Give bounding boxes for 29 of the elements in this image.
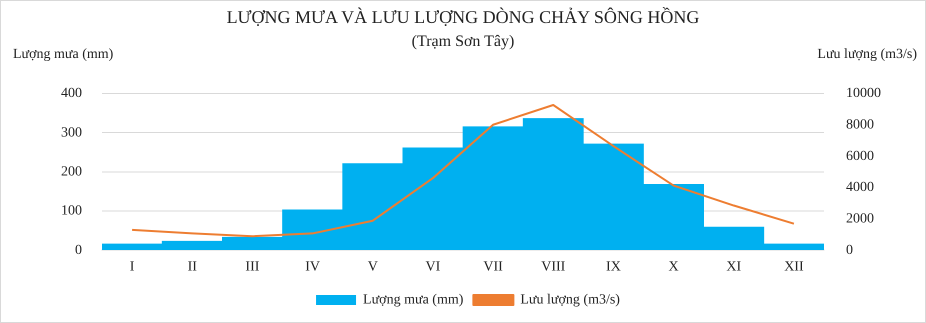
y2-tick-label: 6000 — [846, 148, 874, 164]
y2-tick-label: 2000 — [846, 212, 874, 227]
x-tick-label: III — [245, 259, 260, 274]
y2-tick-label: 4000 — [846, 180, 874, 196]
y-axis-title: Lượng mưa (mm) — [13, 47, 114, 63]
y-tick-label: 0 — [75, 242, 82, 258]
x-tick-label: IX — [606, 259, 621, 274]
y2-tick-label: 8000 — [846, 117, 874, 132]
x-tick-label: V — [368, 259, 378, 274]
x-tick-label: XII — [784, 259, 804, 274]
chart-title: LƯỢNG MƯA VÀ LƯU LƯỢNG DÒNG CHẢY SÔNG HỒNG — [226, 7, 700, 28]
legend-label: Lưu lượng (m3/s) — [520, 292, 620, 308]
legend-label: Lượng mưa (mm) — [363, 292, 464, 308]
x-tick-label: XI — [726, 259, 742, 274]
y-tick-label: 100 — [61, 204, 82, 219]
y-tick-label: 400 — [61, 86, 82, 102]
x-tick-label: VI — [426, 259, 441, 274]
y2-axis-title: Lưu lượng (m3/s) — [817, 47, 917, 63]
y2-tick-label: 10000 — [846, 86, 881, 102]
x-tick-label: VII — [483, 259, 504, 274]
x-tick-label: II — [188, 259, 198, 274]
x-tick-label: VIII — [541, 259, 566, 274]
x-tick-label: IV — [305, 259, 320, 274]
y2-tick-label: 0 — [846, 242, 853, 258]
y-tick-label: 300 — [61, 125, 82, 140]
x-tick-label: X — [668, 259, 679, 274]
chart-subtitle: (Trạm Sơn Tây) — [412, 33, 514, 50]
y-tick-label: 200 — [61, 164, 82, 180]
x-tick-label: I — [130, 259, 135, 274]
